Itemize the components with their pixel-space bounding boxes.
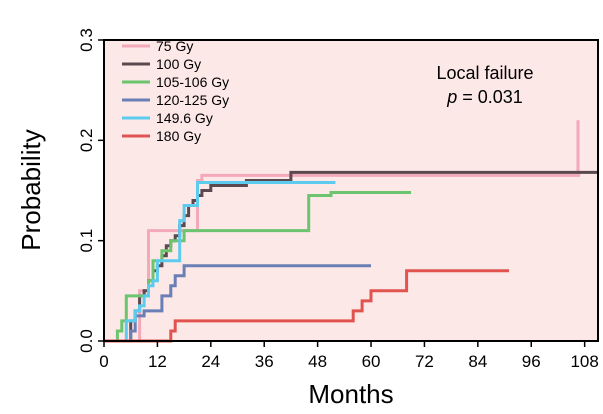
y-axis-title: Probability <box>16 129 46 250</box>
y-tick-label: 0.0 <box>77 329 96 353</box>
y-axis: 0.0 0.1 0.2 0.3 <box>77 28 104 353</box>
plot-background <box>104 40 598 341</box>
x-tick-label: 60 <box>362 352 381 371</box>
x-axis-title: Months <box>308 379 393 409</box>
x-tick-label: 36 <box>255 352 274 371</box>
x-tick-label: 96 <box>522 352 541 371</box>
x-tick-label: 0 <box>99 352 108 371</box>
plot-frame <box>103 39 599 342</box>
legend-label: 100 Gy <box>156 56 201 72</box>
x-tick-label: 24 <box>201 352 220 371</box>
y-tick-label: 0.2 <box>77 129 96 153</box>
legend: 75 Gy 100 Gy 105-106 Gy 120-125 Gy 149.6 Gy 1… <box>122 38 229 144</box>
legend-label: 149.6 Gy <box>156 110 213 126</box>
series-line-3 <box>104 191 412 343</box>
annotation-title: Local failure <box>436 63 533 83</box>
annotation-pvalue: p = 0.031 <box>446 87 523 107</box>
series-line-4 <box>104 264 371 343</box>
y-tick-label: 0.3 <box>77 28 96 52</box>
x-tick-label: 12 <box>148 352 167 371</box>
x-tick-label: 72 <box>415 352 434 371</box>
series-line-6 <box>104 269 509 343</box>
series-line-5 <box>104 181 336 343</box>
x-tick-label: 48 <box>308 352 327 371</box>
y-tick-label: 0.1 <box>77 229 96 253</box>
x-axis: 0 12 24 36 48 60 72 84 96 108 <box>99 341 599 371</box>
x-tick-label: 108 <box>570 352 598 371</box>
legend-label: 75 Gy <box>156 38 193 54</box>
legend-label: 120-125 Gy <box>156 92 229 108</box>
series-layer <box>104 120 598 343</box>
x-tick-label: 84 <box>468 352 487 371</box>
legend-label: 180 Gy <box>156 128 201 144</box>
legend-label: 105-106 Gy <box>156 74 229 90</box>
